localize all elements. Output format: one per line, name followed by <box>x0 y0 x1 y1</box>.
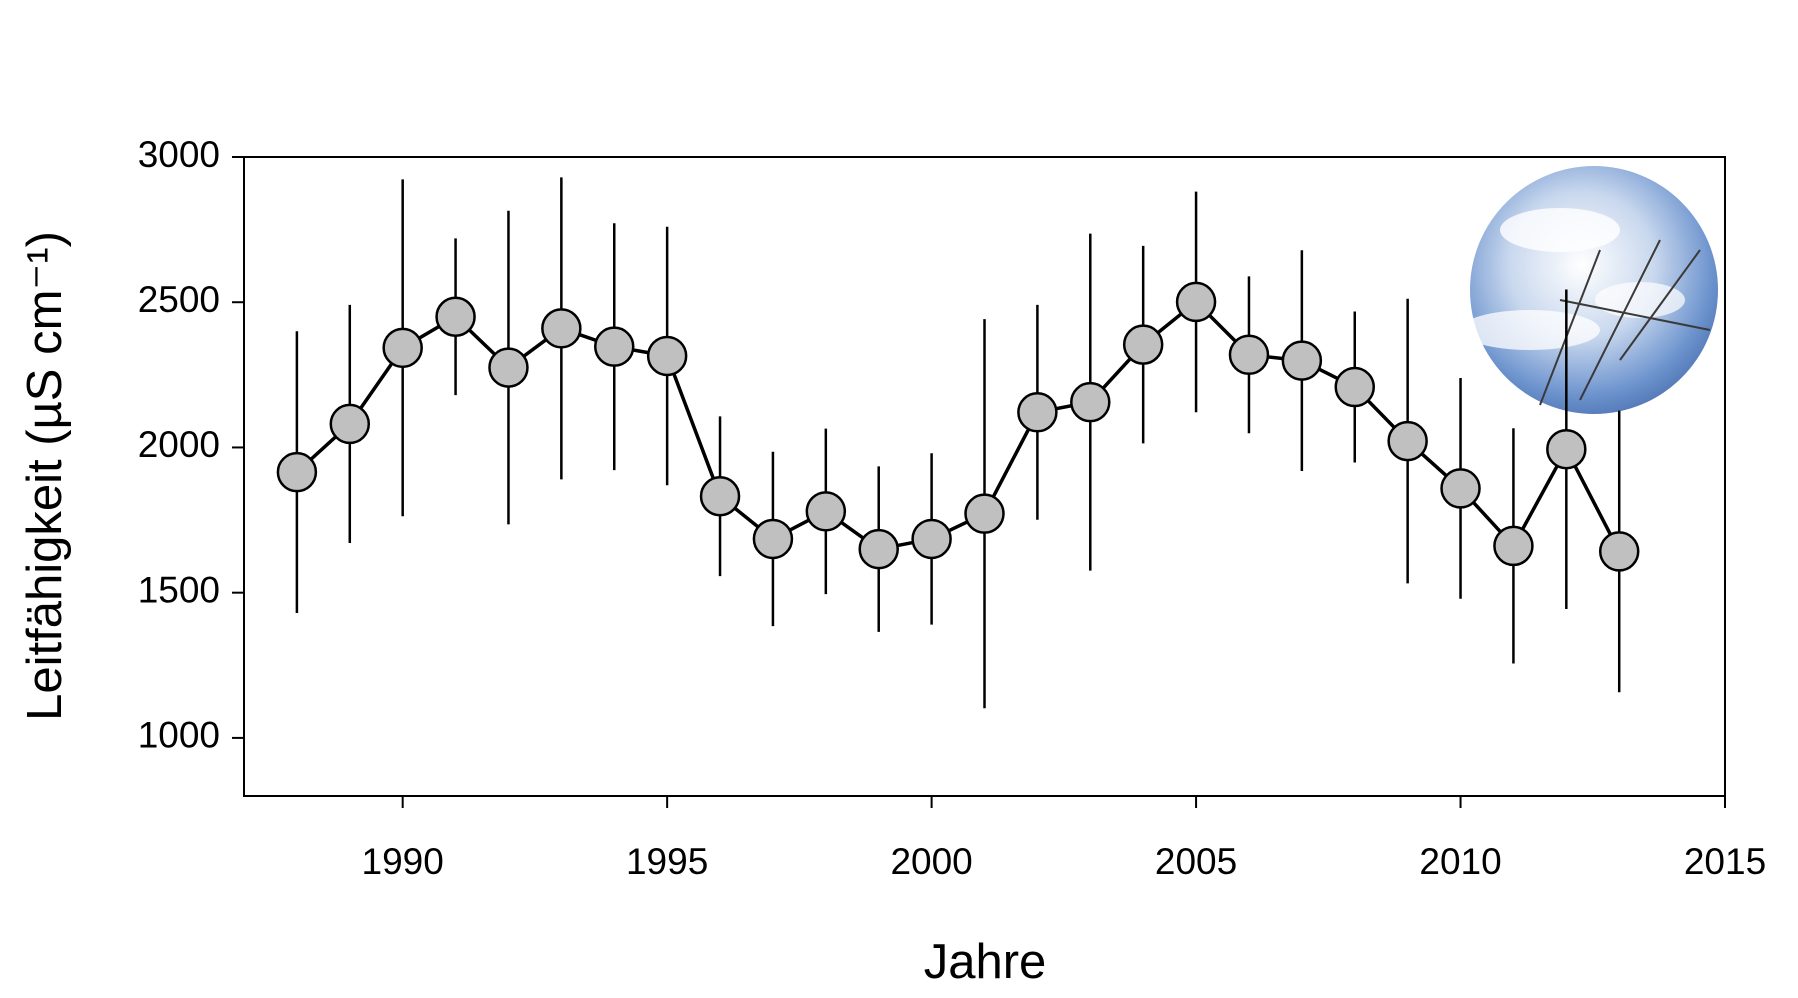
data-point <box>699 476 741 517</box>
data-point <box>1546 428 1587 470</box>
data-point <box>1493 525 1534 567</box>
data-point <box>964 493 1005 534</box>
data-point <box>1122 324 1164 365</box>
data-point <box>1281 340 1323 381</box>
data-point <box>488 347 529 388</box>
data-point <box>1228 334 1270 376</box>
x-axis-title: Jahre <box>924 935 1047 989</box>
data-point <box>1598 531 1640 572</box>
y-tick-label: 2000 <box>138 424 220 465</box>
data-point <box>911 518 952 560</box>
data-point <box>646 335 688 377</box>
data-point <box>752 518 794 560</box>
x-tick-label: 1995 <box>626 841 708 882</box>
y-axis-title: Leitfähigkeit (µS cm⁻¹) <box>18 231 72 721</box>
x-tick-label: 1990 <box>362 841 444 882</box>
data-point <box>805 491 847 532</box>
plot-frame <box>243 156 1726 797</box>
data-point <box>1070 381 1111 423</box>
y-tick-label: 3000 <box>138 134 220 175</box>
data-point <box>276 451 318 493</box>
data-point <box>1017 392 1058 433</box>
data-point <box>1387 420 1428 462</box>
data-point <box>1334 366 1375 408</box>
x-tick-label: 2005 <box>1155 841 1237 882</box>
data-point <box>858 528 899 570</box>
photo-inset <box>1460 166 1718 414</box>
data-point <box>329 403 371 445</box>
data-point <box>382 327 423 369</box>
x-tick-label: 2015 <box>1684 841 1766 882</box>
data-point <box>1440 468 1481 509</box>
data-point <box>435 296 476 337</box>
y-tick-label: 2500 <box>138 279 220 320</box>
x-tick-label: 2000 <box>890 841 972 882</box>
y-tick-label: 1000 <box>138 715 220 756</box>
y-tick-label: 1500 <box>138 569 220 610</box>
x-tick-label: 2010 <box>1419 841 1501 882</box>
data-point <box>594 326 635 367</box>
data-point <box>1175 281 1217 323</box>
data-point <box>541 308 582 349</box>
